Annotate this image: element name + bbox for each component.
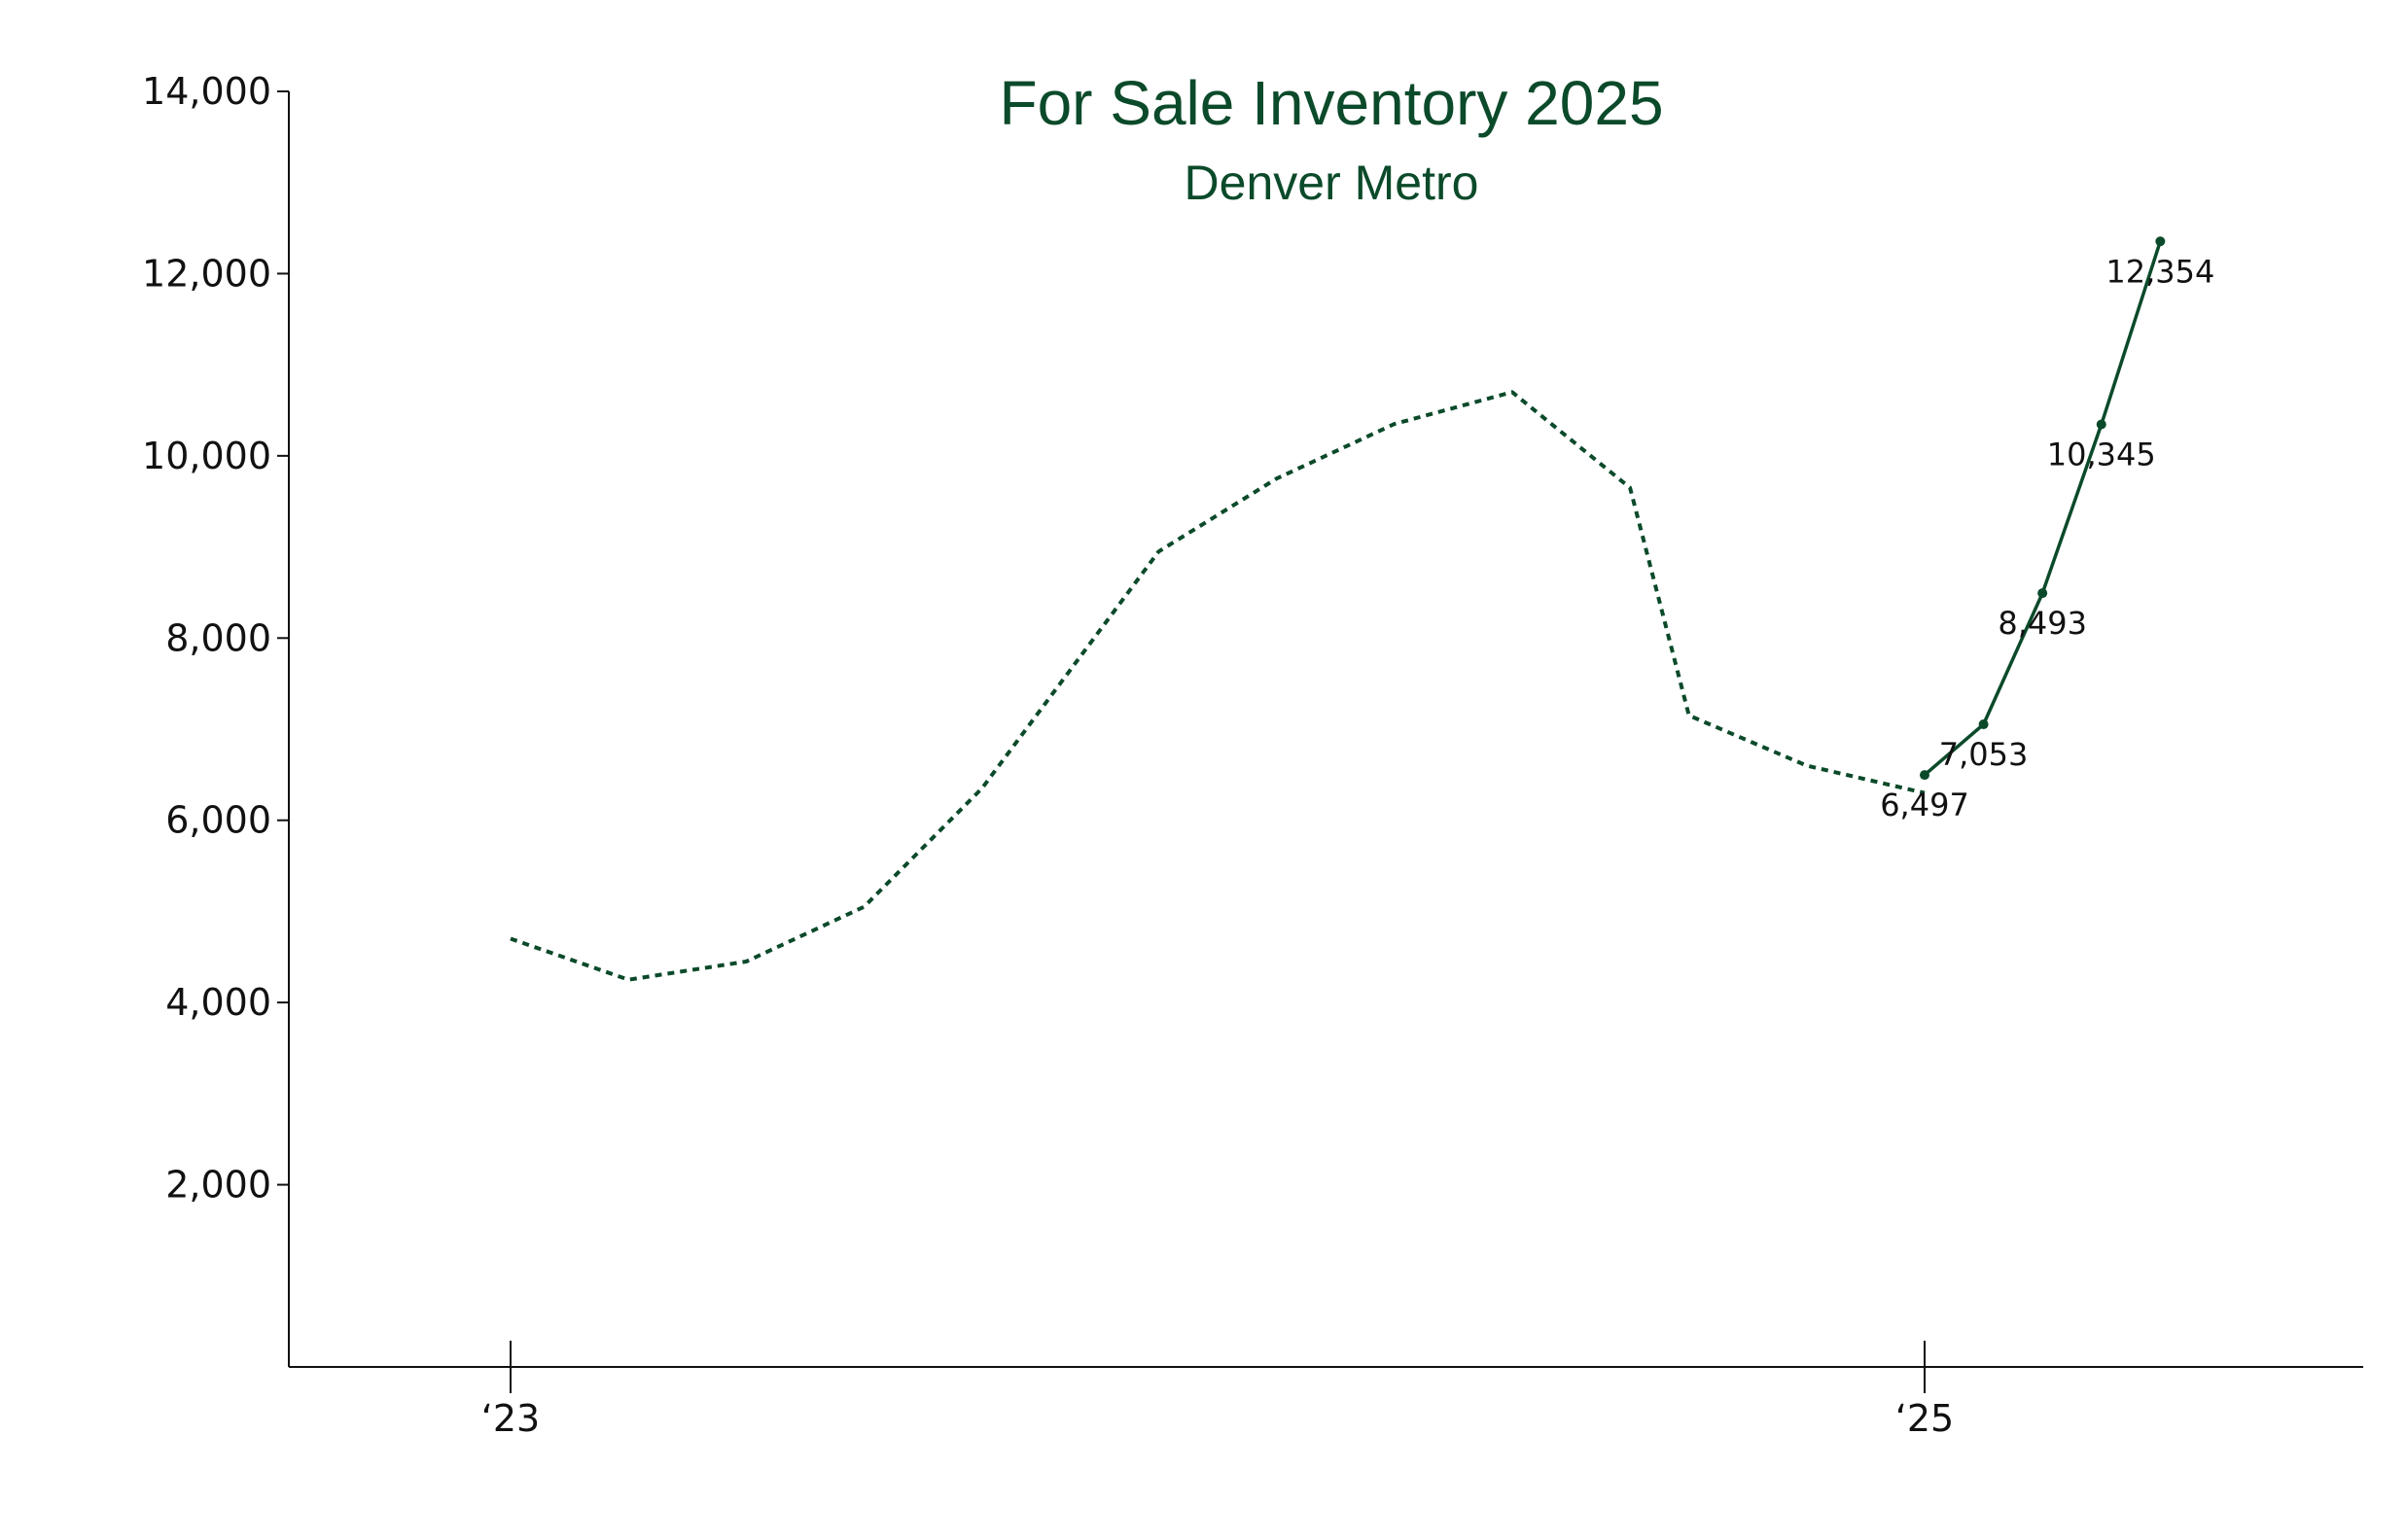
x-tick-label: ‘25 [1895,1397,1954,1440]
data-point-marker [2037,588,2048,599]
data-label: 8,493 [1998,605,2087,642]
x-tick-label: ‘23 [481,1397,540,1440]
y-tick-label: 10,000 [142,435,271,477]
data-point-marker [2096,419,2106,430]
x-axis-ticks: ‘23 ‘25 [481,1341,1954,1440]
y-tick-label: 14,000 [142,70,271,113]
data-point-marker [2155,236,2166,247]
y-tick-label: 4,000 [165,981,271,1024]
dotted-series-line [510,390,1926,982]
data-label: 10,345 [2047,437,2156,473]
data-point-marker [1978,719,1989,730]
y-tick-label: 2,000 [165,1164,271,1207]
chart-title: For Sale Inventory 2025 [999,68,1663,138]
y-tick-label: 12,000 [142,252,271,295]
data-label: 12,354 [2105,253,2214,290]
solid-series-line [1923,240,2162,777]
data-label: 7,053 [1939,736,2029,773]
y-tick-label: 8,000 [165,616,271,659]
y-tick-label: 6,000 [165,799,271,842]
data-point-marker [1920,770,1929,781]
axes [288,91,2363,1368]
data-label: 6,497 [1880,787,1969,823]
y-axis-ticks: 2,000 4,000 6,000 8,000 10,000 12,000 14,000 [142,70,289,1207]
series-layer: 6,497 7,053 8,493 10,345 12,354 [510,236,2214,982]
chart-subtitle: Denver Metro [1185,156,1479,210]
